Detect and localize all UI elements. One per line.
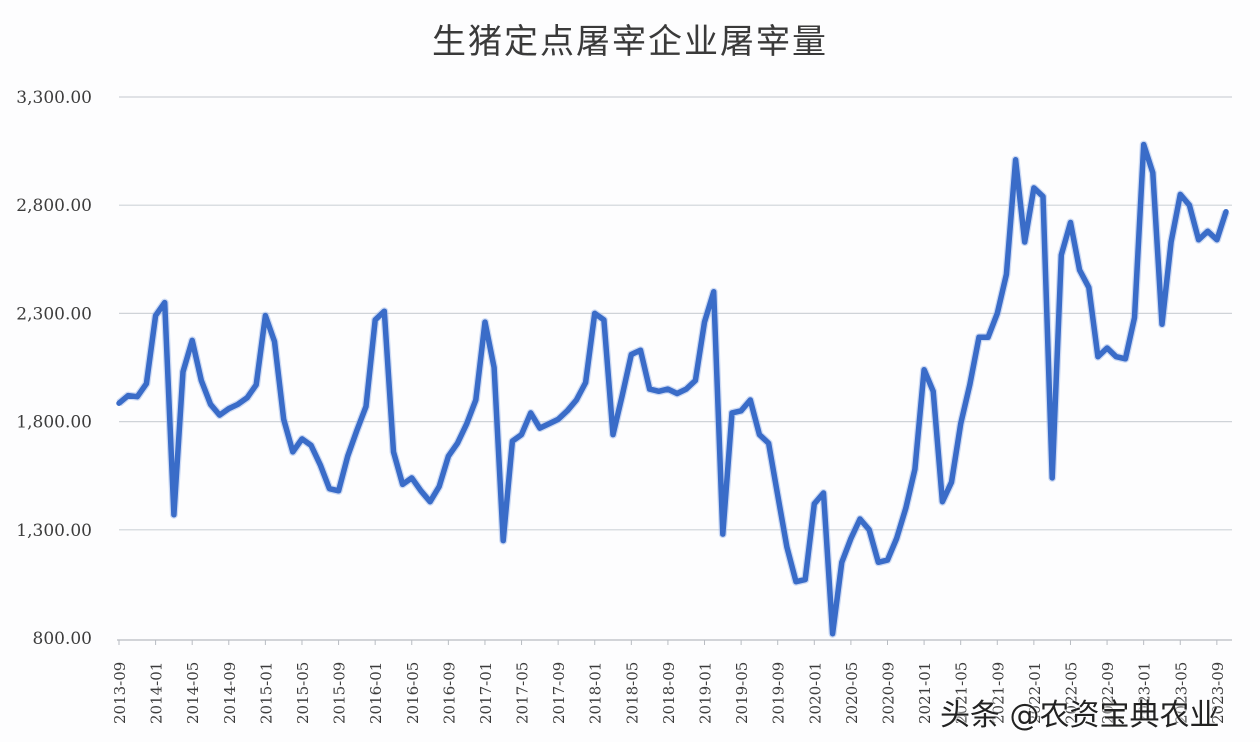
x-tick-label: 2022-09 <box>1099 662 1117 724</box>
x-tick-label: 2017-09 <box>550 662 568 724</box>
x-tick-label: 2019-05 <box>733 662 751 724</box>
x-tick-label: 2017-01 <box>477 662 495 724</box>
x-tick-label: 2023-05 <box>1172 662 1190 724</box>
x-tick-label: 2023-09 <box>1209 662 1227 724</box>
x-tick-label: 2013-09 <box>111 662 129 724</box>
x-tick-label: 2022-05 <box>1062 662 1080 724</box>
x-tick-label: 2015-09 <box>331 662 349 724</box>
x-tick-label: 2020-05 <box>843 662 861 724</box>
x-tick-label: 2015-01 <box>257 662 275 724</box>
x-tick-label: 2020-09 <box>879 662 897 724</box>
x-axis: 2013-09 2014-01 2014-05 2014-09 2015-01 2015-… <box>111 639 1232 724</box>
x-tick-label: 2022-01 <box>1026 662 1044 724</box>
x-tick-label: 2023-01 <box>1136 662 1154 724</box>
y-tick-label: 3,300.00 <box>16 88 92 108</box>
x-tick-label: 2016-05 <box>404 662 422 724</box>
watermark: 头条 @农资宝典农业 <box>940 698 1220 733</box>
y-axis: 3,300.00 2,800.00 2,300.00 1,800.00 1,300.00… <box>16 88 92 649</box>
x-tick-label: 2017-05 <box>514 662 532 724</box>
data-series <box>116 140 1230 638</box>
x-tick-label: 2021-01 <box>916 662 934 724</box>
x-tick-label: 2016-01 <box>367 662 385 724</box>
x-tick-label: 2021-05 <box>953 662 971 724</box>
y-tick-label: 1,300.00 <box>16 521 92 541</box>
y-tick-label: 2,300.00 <box>16 304 92 324</box>
x-tick-label: 2018-09 <box>660 662 678 724</box>
x-tick-label: 2020-01 <box>806 662 824 724</box>
x-tick-label: 2014-05 <box>184 662 202 724</box>
chart-title: 生猪定点屠宰企业屠宰量 <box>432 22 828 62</box>
gridlines <box>119 96 1232 531</box>
series-line <box>116 141 1229 637</box>
y-tick-label: 2,800.00 <box>16 196 92 216</box>
x-tick-label: 2014-01 <box>148 662 166 724</box>
x-tick-label: 2015-05 <box>294 662 312 724</box>
x-tick-label: 2016-09 <box>440 662 458 724</box>
y-tick-label: 800.00 <box>33 629 92 649</box>
x-tick-label: 2021-09 <box>989 662 1007 724</box>
x-tick-label: 2014-09 <box>221 662 239 724</box>
x-tick-label: 2019-09 <box>770 662 788 724</box>
y-tick-label: 1,800.00 <box>16 413 92 433</box>
x-tick-label: 2019-01 <box>697 662 715 724</box>
x-tick-label: 2018-05 <box>623 662 641 724</box>
x-tick-label: 2018-01 <box>587 662 605 724</box>
